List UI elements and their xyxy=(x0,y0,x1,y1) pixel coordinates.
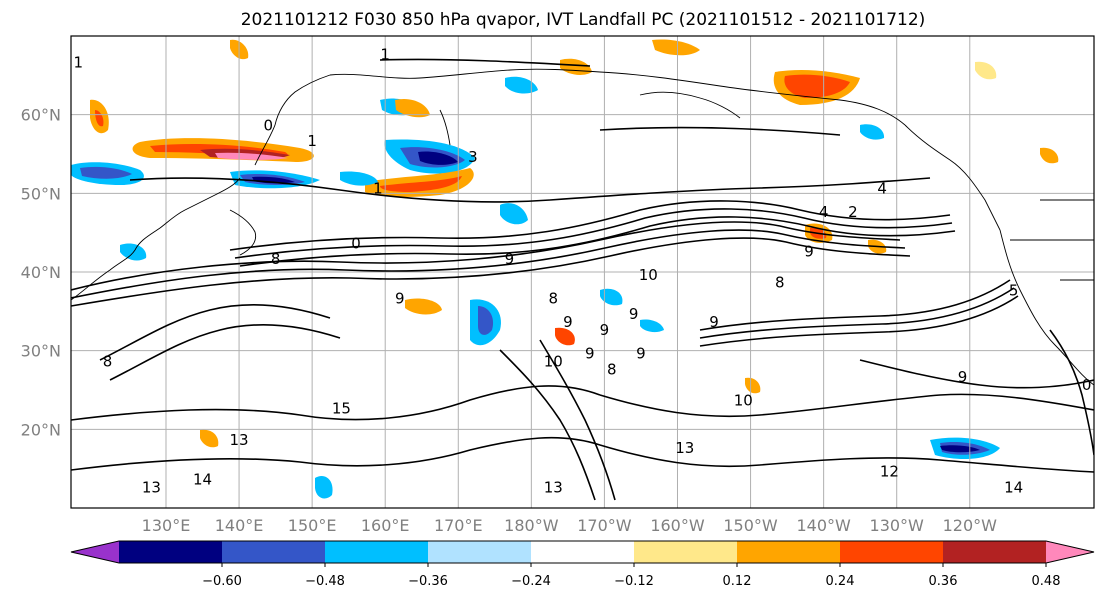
colorbar-tick-label: 0.48 xyxy=(1032,574,1061,589)
contour-label: 8 xyxy=(271,250,281,268)
contour-label: 9 xyxy=(636,345,646,363)
lat-tick-label: 20°N xyxy=(21,420,61,439)
colorbar-tick-label: −0.36 xyxy=(408,574,448,589)
map-frame xyxy=(70,35,1095,509)
contour-label: 1 xyxy=(373,179,383,197)
contour-label: 2 xyxy=(848,203,858,221)
contour-label: 3 xyxy=(468,148,478,166)
colorbar-segment xyxy=(119,541,223,563)
lat-tick-label: 60°N xyxy=(21,106,61,125)
contour-label: 12 xyxy=(880,463,899,481)
colorbar-tick-label: −0.12 xyxy=(614,574,654,589)
contour-label: 5 xyxy=(1009,282,1019,300)
plot-title: 2021101212 F030 850 hPa qvapor, IVT Land… xyxy=(241,10,926,30)
colorbar: −0.60 −0.48 −0.36 −0.24 −0.12 0.12 0.24 0.36 0.4… xyxy=(70,540,1095,589)
contour-label: 9 xyxy=(585,345,595,363)
contour-label: 14 xyxy=(193,470,212,488)
colorbar-segment xyxy=(222,541,326,563)
lon-tick-label: 170°W xyxy=(577,516,632,535)
colorbar-tick-label: −0.24 xyxy=(511,574,551,589)
contour-label: 1 xyxy=(307,132,317,150)
colorbar-tick-label: 0.12 xyxy=(723,574,752,589)
contour-label: 8 xyxy=(607,360,617,378)
contour-label: 0 xyxy=(264,116,274,134)
contour-label: 9 xyxy=(395,289,405,307)
lon-tick-label: 160°W xyxy=(650,516,705,535)
lon-tick-label: 130°E xyxy=(142,516,191,535)
contour-label: 9 xyxy=(709,313,719,331)
map-area xyxy=(71,36,1094,508)
contour-label: 10 xyxy=(639,266,658,284)
colorbar-outline xyxy=(70,540,1095,564)
contour-label: 9 xyxy=(600,321,610,339)
colorbar-segment xyxy=(325,541,429,563)
lon-tick-label: 160°E xyxy=(361,516,410,535)
contour-label: 13 xyxy=(675,439,694,457)
graticule xyxy=(71,36,1094,508)
lon-tick-label: 120°W xyxy=(943,516,998,535)
contour-label: 15 xyxy=(332,400,351,418)
lat-tick-label: 50°N xyxy=(21,184,61,203)
lon-tick-label: 150°E xyxy=(288,516,337,535)
contour-label: 8 xyxy=(103,352,113,370)
colorbar-tick-label: −0.60 xyxy=(202,574,242,589)
contour-label: 9 xyxy=(505,250,515,268)
colorbar-segment xyxy=(531,541,635,563)
contour-label: 9 xyxy=(629,305,639,323)
contour-label: 4 xyxy=(819,203,829,221)
contour-label: 9 xyxy=(958,368,968,386)
lon-tick-label: 170°E xyxy=(434,516,483,535)
contour-label: 14 xyxy=(1004,478,1023,496)
contour-label: 10 xyxy=(734,392,753,410)
lon-tick-label: 140°E xyxy=(215,516,264,535)
coastlines xyxy=(71,68,1094,386)
qvapor-shading xyxy=(71,39,1059,499)
colorbar-segment xyxy=(634,541,738,563)
longitude-tick-labels: 130°E 140°E 150°E 160°E 170°E 180°W 170°W 160°W… xyxy=(142,516,997,535)
contour-lines xyxy=(71,58,1094,501)
colorbar-tick-label: 0.24 xyxy=(826,574,855,589)
colorbar-extend-max xyxy=(1046,541,1094,563)
colorbar-tick-label: −0.48 xyxy=(305,574,345,589)
colorbar-segment xyxy=(737,541,841,563)
contour-label: 9 xyxy=(563,313,573,331)
colorbar-segment xyxy=(428,541,532,563)
colorbar-segment xyxy=(943,541,1047,563)
contour-label: 13 xyxy=(142,478,161,496)
lat-tick-label: 30°N xyxy=(21,342,61,361)
contour-label: 8 xyxy=(775,274,785,292)
contour-label: 1 xyxy=(380,46,390,64)
latitude-tick-labels: 20°N 30°N 40°N 50°N 60°N xyxy=(21,106,61,440)
contour-label: 1 xyxy=(74,53,84,71)
colorbar-extend-min xyxy=(71,541,119,563)
contour-label: 8 xyxy=(548,289,558,307)
contour-label: 4 xyxy=(877,179,887,197)
lon-tick-label: 140°W xyxy=(796,516,851,535)
colorbar-tick-label: 0.36 xyxy=(929,574,958,589)
colorbar-segment xyxy=(840,541,944,563)
contour-label: 10 xyxy=(544,352,563,370)
lon-tick-label: 130°W xyxy=(870,516,925,535)
contour-label: 9 xyxy=(804,242,814,260)
contour-label: 13 xyxy=(230,431,249,449)
contour-label: 0 xyxy=(1082,376,1092,394)
contour-label: 0 xyxy=(351,234,361,252)
lon-tick-label: 150°W xyxy=(723,516,778,535)
contour-label: 13 xyxy=(544,478,563,496)
lon-tick-label: 180°W xyxy=(504,516,559,535)
lat-tick-label: 40°N xyxy=(21,263,61,282)
